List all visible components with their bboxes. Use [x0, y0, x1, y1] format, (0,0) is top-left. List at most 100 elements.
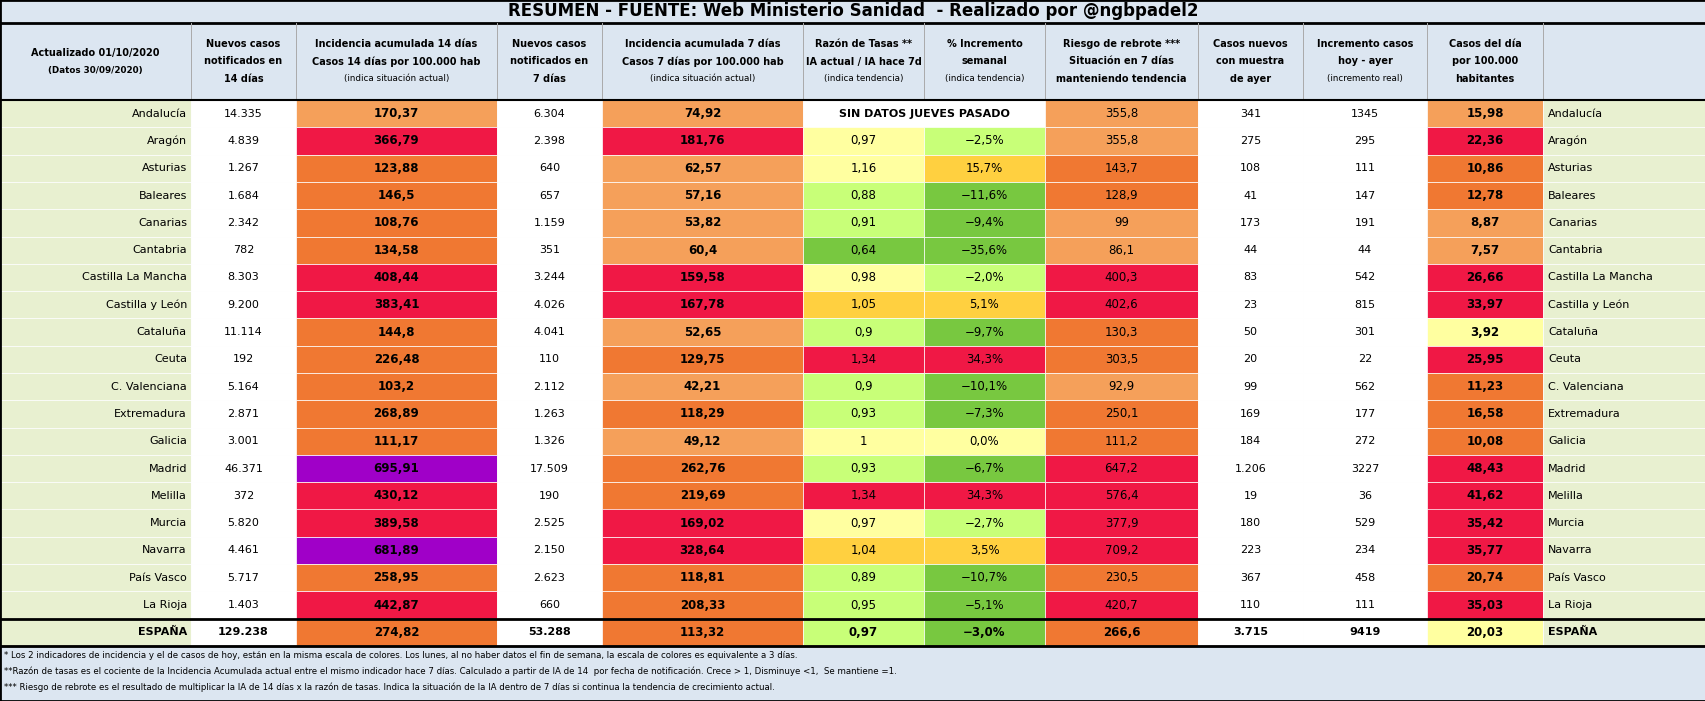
Bar — [1541, 455, 1705, 482]
Bar — [1425, 236, 1541, 264]
Text: 4.041: 4.041 — [534, 327, 564, 337]
Bar — [191, 318, 297, 346]
Text: Ceuta: Ceuta — [153, 354, 188, 365]
Bar — [496, 128, 602, 155]
Bar — [297, 373, 496, 400]
Text: 49,12: 49,12 — [684, 435, 721, 448]
Bar — [1197, 564, 1303, 592]
Bar — [602, 373, 803, 400]
Text: 20: 20 — [1243, 354, 1257, 365]
Bar — [191, 537, 297, 564]
Text: de ayer: de ayer — [1229, 74, 1270, 83]
Text: 2.398: 2.398 — [534, 136, 564, 146]
Bar — [1425, 155, 1541, 182]
Bar — [297, 592, 496, 619]
Bar — [496, 346, 602, 373]
Bar — [1303, 318, 1425, 346]
Bar — [803, 128, 924, 155]
Bar — [1197, 400, 1303, 428]
Text: 99: 99 — [1243, 381, 1257, 392]
Text: 53.288: 53.288 — [529, 627, 571, 637]
Text: 0,97: 0,97 — [849, 135, 876, 147]
Bar — [602, 318, 803, 346]
Text: 12,78: 12,78 — [1466, 189, 1502, 202]
Text: 695,91: 695,91 — [373, 462, 419, 475]
Bar — [0, 537, 191, 564]
Bar — [803, 373, 924, 400]
Text: La Rioja: La Rioja — [1546, 600, 1591, 610]
Text: 17.509: 17.509 — [530, 463, 568, 474]
Bar — [297, 182, 496, 209]
Bar — [191, 592, 297, 619]
Text: 351: 351 — [539, 245, 559, 255]
Text: 274,82: 274,82 — [373, 626, 419, 639]
Text: País Vasco: País Vasco — [1546, 573, 1604, 583]
Text: Incidencia acumulada 7 días: Incidencia acumulada 7 días — [624, 39, 779, 49]
Text: 389,58: 389,58 — [373, 517, 419, 530]
Bar — [297, 155, 496, 182]
Bar — [1197, 100, 1303, 128]
Bar — [0, 646, 1705, 701]
Text: RESUMEN - FUENTE: Web Ministerio Sanidad  - Realizado por @ngbpadel2: RESUMEN - FUENTE: Web Ministerio Sanidad… — [508, 3, 1197, 20]
Bar — [602, 155, 803, 182]
Bar — [1425, 537, 1541, 564]
Text: 108,76: 108,76 — [373, 217, 419, 229]
Text: 0,64: 0,64 — [849, 244, 876, 257]
Text: −6,7%: −6,7% — [963, 462, 1004, 475]
Text: 86,1: 86,1 — [1108, 244, 1134, 257]
Bar — [1045, 100, 1197, 128]
Text: 3227: 3227 — [1350, 463, 1378, 474]
Bar — [0, 400, 191, 428]
Bar — [924, 455, 1045, 482]
Text: 1,04: 1,04 — [849, 544, 876, 557]
Text: habitantes: habitantes — [1454, 74, 1514, 83]
Text: −35,6%: −35,6% — [960, 244, 1008, 257]
Bar — [803, 318, 924, 346]
Text: 272: 272 — [1354, 436, 1374, 447]
Text: Baleares: Baleares — [138, 191, 188, 200]
Bar — [297, 209, 496, 236]
Text: con muestra: con muestra — [1216, 57, 1284, 67]
Text: 1.267: 1.267 — [227, 163, 259, 173]
Text: 11,23: 11,23 — [1466, 380, 1502, 393]
Text: 372: 372 — [234, 491, 254, 501]
Text: notificados en: notificados en — [205, 57, 283, 67]
Text: 14 días: 14 días — [223, 74, 263, 83]
Text: 2.112: 2.112 — [534, 381, 564, 392]
Bar — [1197, 455, 1303, 482]
Bar — [1303, 537, 1425, 564]
Text: Murcia: Murcia — [150, 518, 188, 528]
Text: 1,16: 1,16 — [849, 162, 876, 175]
Text: 0,97: 0,97 — [849, 517, 876, 530]
Bar — [1045, 291, 1197, 318]
Text: 1.326: 1.326 — [534, 436, 564, 447]
Text: Ceuta: Ceuta — [1546, 354, 1581, 365]
Bar — [191, 209, 297, 236]
Text: por 100.000: por 100.000 — [1451, 57, 1517, 67]
Text: 5.820: 5.820 — [227, 518, 259, 528]
Bar — [602, 209, 803, 236]
Text: 0,9: 0,9 — [854, 380, 873, 393]
Bar — [924, 564, 1045, 592]
Text: Cantabria: Cantabria — [133, 245, 188, 255]
Bar — [496, 428, 602, 455]
Bar — [191, 564, 297, 592]
Text: 3.001: 3.001 — [227, 436, 259, 447]
Bar — [1045, 592, 1197, 619]
Text: 234: 234 — [1354, 545, 1374, 555]
Text: 20,74: 20,74 — [1466, 571, 1502, 584]
Text: Andalucía: Andalucía — [131, 109, 188, 118]
Bar — [297, 291, 496, 318]
Bar — [1045, 318, 1197, 346]
Bar — [1541, 264, 1705, 291]
Bar — [191, 400, 297, 428]
Text: 576,4: 576,4 — [1105, 489, 1137, 503]
Bar — [924, 155, 1045, 182]
Bar — [1197, 155, 1303, 182]
Bar — [297, 619, 496, 646]
Text: 0,91: 0,91 — [849, 217, 876, 229]
Text: 57,16: 57,16 — [684, 189, 721, 202]
Text: Asturias: Asturias — [142, 163, 188, 173]
Text: 110: 110 — [1240, 600, 1260, 610]
Text: 647,2: 647,2 — [1103, 462, 1137, 475]
